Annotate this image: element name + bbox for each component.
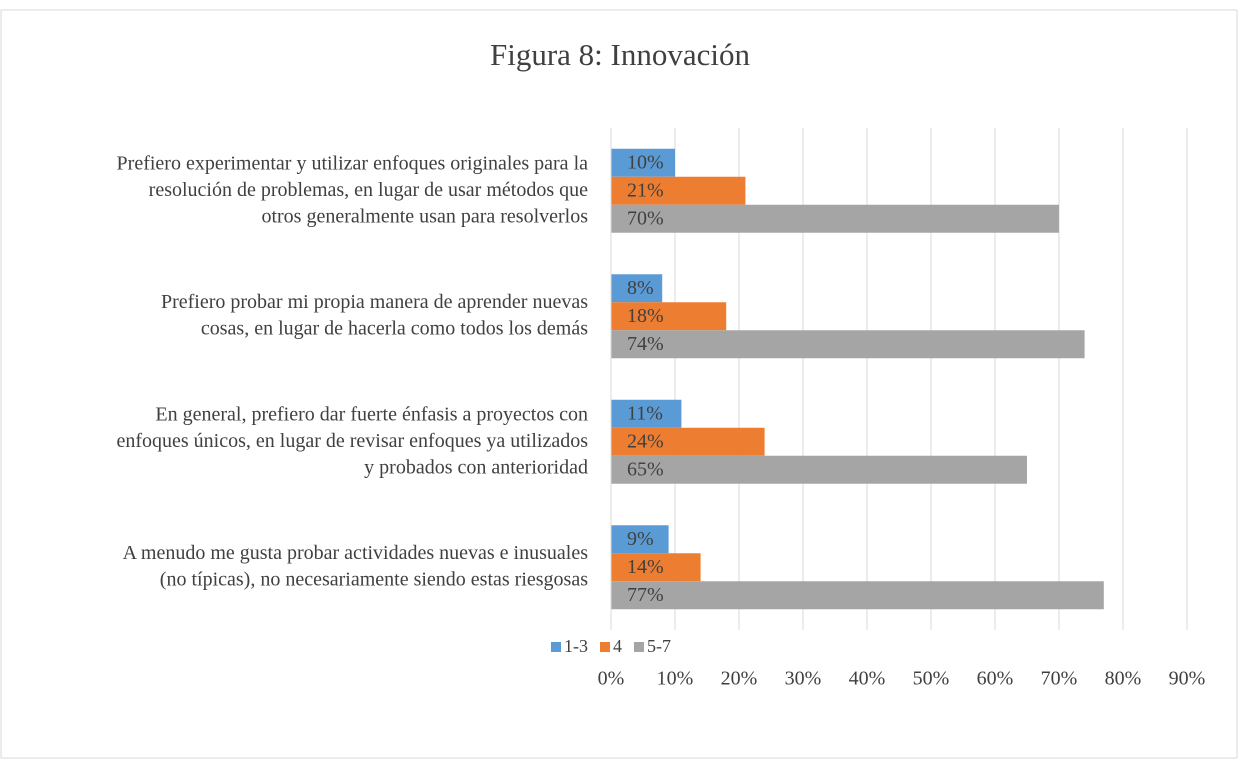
bar — [611, 581, 1104, 610]
x-tick-label: 30% — [785, 668, 822, 690]
data-label: 18% — [627, 305, 664, 327]
data-label: 21% — [627, 179, 664, 201]
bar — [611, 274, 663, 303]
legend-swatch — [634, 642, 644, 652]
data-label: 65% — [627, 458, 664, 480]
data-label: 77% — [627, 584, 664, 606]
data-label: 24% — [627, 430, 664, 452]
bar — [611, 427, 765, 456]
x-tick-label: 50% — [913, 668, 950, 690]
x-tick-label: 70% — [1041, 668, 1078, 690]
chart-title: Figura 8: Innovación — [490, 37, 751, 72]
bar — [611, 204, 1059, 233]
y-tick-label: Prefiero experimentar y utilizar enfoque… — [117, 152, 589, 227]
bar — [611, 455, 1027, 484]
bar — [611, 525, 669, 554]
legend-label: 1-3 — [564, 636, 588, 656]
data-label: 10% — [627, 151, 664, 173]
legend-swatch — [551, 642, 561, 652]
x-tick-label: 20% — [721, 668, 758, 690]
legend-swatch — [600, 642, 610, 652]
bar — [611, 399, 682, 428]
x-tick-label: 80% — [1105, 668, 1142, 690]
bar — [611, 176, 746, 205]
x-tick-label: 60% — [977, 668, 1014, 690]
legend-label: 5-7 — [647, 636, 671, 656]
x-tick-label: 40% — [849, 668, 886, 690]
x-tick-label: 0% — [598, 668, 625, 690]
bar — [611, 302, 727, 331]
x-tick-label: 10% — [657, 668, 694, 690]
data-label: 70% — [627, 207, 664, 229]
data-label: 8% — [627, 277, 654, 299]
data-label: 9% — [627, 528, 654, 550]
chart-border — [0, 9, 1238, 759]
x-tick-label: 90% — [1169, 668, 1206, 690]
bar — [611, 148, 675, 177]
bar — [611, 330, 1085, 359]
y-tick-label: En general, prefiero dar fuerte énfasis … — [116, 403, 588, 478]
data-label: 74% — [627, 333, 664, 355]
data-label: 14% — [627, 556, 664, 578]
legend-label: 4 — [613, 636, 622, 656]
bar — [611, 553, 701, 582]
data-label: 11% — [627, 402, 663, 424]
y-tick-label: A menudo me gusta probar actividades nue… — [123, 542, 589, 591]
y-tick-label: Prefiero probar mi propia manera de apre… — [161, 291, 588, 340]
